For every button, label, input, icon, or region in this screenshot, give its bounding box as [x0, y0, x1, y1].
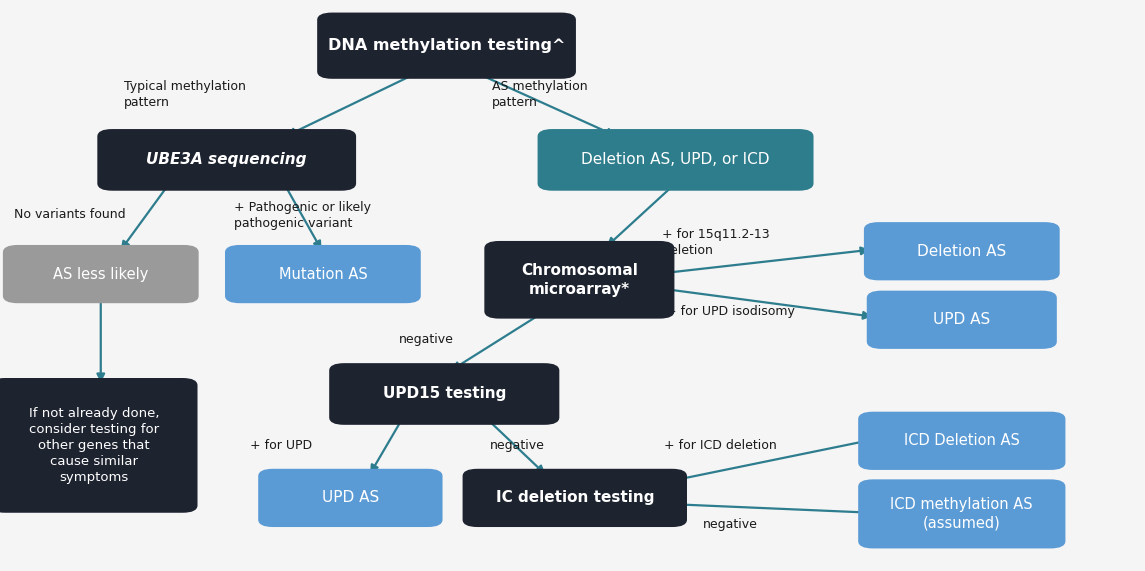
Text: Mutation AS: Mutation AS — [278, 267, 368, 282]
FancyBboxPatch shape — [463, 469, 687, 527]
FancyBboxPatch shape — [317, 13, 576, 79]
Text: + for UPD isodisomy: + for UPD isodisomy — [666, 305, 796, 318]
FancyBboxPatch shape — [859, 480, 1065, 548]
Text: negative: negative — [703, 518, 758, 530]
Text: + for 15q11.2-13
deletion: + for 15q11.2-13 deletion — [662, 228, 769, 256]
FancyBboxPatch shape — [0, 378, 197, 513]
Text: negative: negative — [490, 439, 545, 452]
Text: UBE3A sequencing: UBE3A sequencing — [147, 152, 307, 167]
Text: negative: negative — [398, 333, 453, 346]
FancyBboxPatch shape — [330, 363, 559, 425]
Text: UPD15 testing: UPD15 testing — [382, 387, 506, 401]
Text: ICD Deletion AS: ICD Deletion AS — [903, 433, 1020, 448]
Text: + Pathogenic or likely
pathogenic variant: + Pathogenic or likely pathogenic varian… — [234, 202, 371, 230]
Text: No variants found: No variants found — [14, 208, 125, 220]
Text: If not already done,
consider testing for
other genes that
cause similar
symptom: If not already done, consider testing fo… — [29, 407, 159, 484]
FancyBboxPatch shape — [484, 241, 674, 319]
FancyBboxPatch shape — [859, 412, 1065, 470]
FancyBboxPatch shape — [3, 245, 199, 303]
FancyBboxPatch shape — [863, 222, 1060, 280]
FancyBboxPatch shape — [867, 291, 1057, 349]
Text: AS methylation
pattern: AS methylation pattern — [492, 80, 589, 108]
Text: + for UPD: + for UPD — [250, 439, 311, 452]
Text: + for ICD deletion: + for ICD deletion — [664, 439, 776, 452]
Text: Typical methylation
pattern: Typical methylation pattern — [124, 80, 245, 108]
Text: DNA methylation testing^: DNA methylation testing^ — [327, 38, 566, 53]
FancyBboxPatch shape — [538, 129, 813, 191]
FancyBboxPatch shape — [97, 129, 356, 191]
Text: AS less likely: AS less likely — [53, 267, 149, 282]
FancyBboxPatch shape — [224, 245, 420, 303]
Text: UPD AS: UPD AS — [322, 490, 379, 505]
Text: ICD methylation AS
(assumed): ICD methylation AS (assumed) — [891, 497, 1033, 530]
Text: Chromosomal
microarray*: Chromosomal microarray* — [521, 263, 638, 296]
Text: Deletion AS, UPD, or ICD: Deletion AS, UPD, or ICD — [582, 152, 769, 167]
Text: IC deletion testing: IC deletion testing — [496, 490, 654, 505]
FancyBboxPatch shape — [259, 469, 442, 527]
Text: UPD AS: UPD AS — [933, 312, 990, 327]
Text: Deletion AS: Deletion AS — [917, 244, 1006, 259]
